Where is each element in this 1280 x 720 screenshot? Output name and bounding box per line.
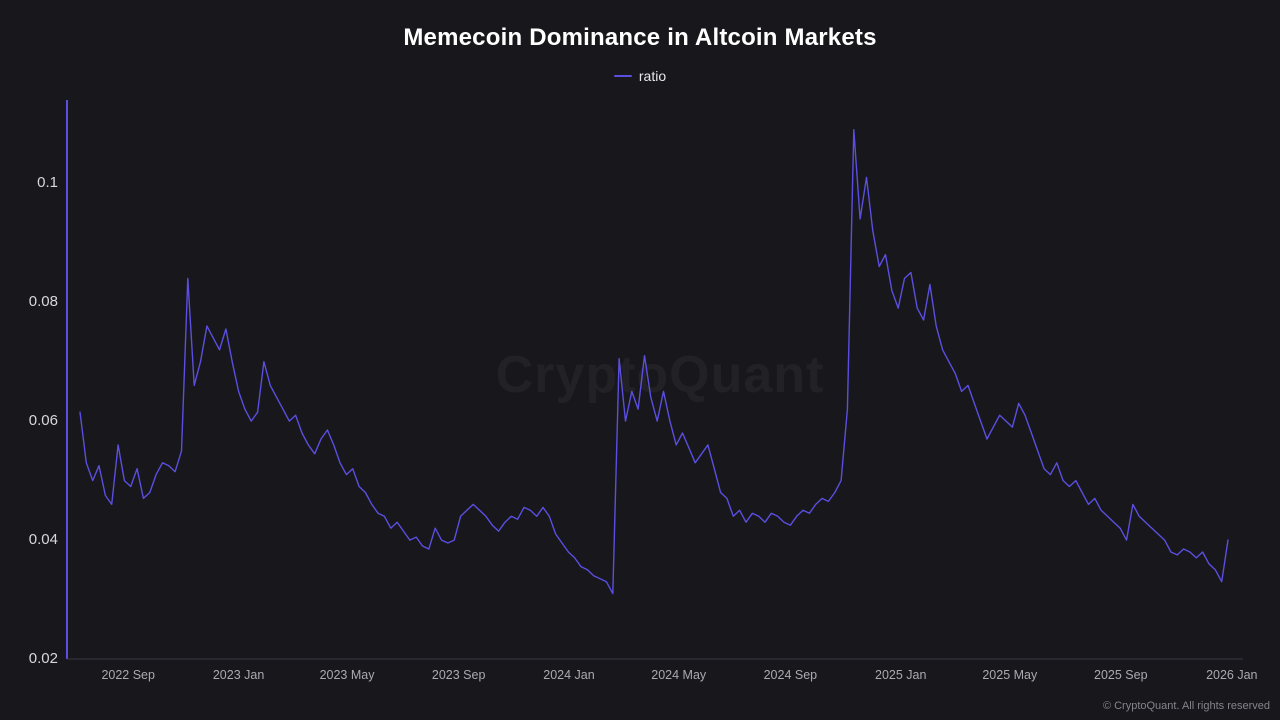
x-tick-label: 2025 Sep [1094, 668, 1148, 682]
cryptoquant-watermark: CryptoQuant [495, 346, 825, 404]
y-tick-label: 0.06 [28, 412, 58, 430]
legend-line-swatch [613, 75, 632, 77]
y-tick-label: 0.02 [28, 650, 58, 667]
x-tick-label: 2024 Jan [543, 668, 595, 682]
x-tick-label: 2022 Sep [101, 668, 155, 682]
y-tick-label: 0.1 [37, 174, 58, 192]
ratio-series-line [79, 128, 1229, 595]
chart-title: Memecoin Dominance in Altcoin Markets [403, 24, 877, 51]
x-tick-label: 2023 Jan [212, 668, 265, 682]
x-tick-label: 2025 May [982, 668, 1038, 682]
x-tick-label: 2024 Sep [763, 668, 818, 682]
x-tick-label: 2023 May [319, 668, 375, 682]
x-tick-label: 2026 Jan [1206, 668, 1258, 682]
x-tick-label: 2024 May [651, 668, 707, 682]
legend-label: ratio [638, 68, 667, 84]
legend: ratio [0, 64, 1280, 84]
y-tick-label: 0.08 [28, 293, 58, 311]
x-tick-label: 2025 Jan [875, 668, 927, 682]
y-tick-label: 0.04 [28, 531, 58, 549]
copyright-notice: © CryptoQuant. All rights reserved [1102, 700, 1270, 712]
legend-item-ratio[interactable]: ratio [613, 68, 667, 84]
x-tick-label: 2023 Sep [431, 668, 486, 682]
